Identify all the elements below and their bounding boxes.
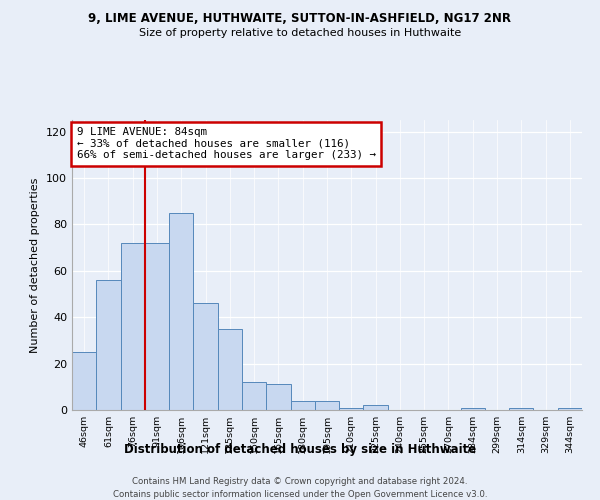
Bar <box>218 329 242 410</box>
Bar <box>121 243 145 410</box>
Bar <box>145 243 169 410</box>
Bar <box>315 400 339 410</box>
Bar <box>339 408 364 410</box>
Bar <box>266 384 290 410</box>
Bar <box>509 408 533 410</box>
Bar <box>558 408 582 410</box>
Bar <box>290 400 315 410</box>
Bar <box>364 406 388 410</box>
Text: Contains public sector information licensed under the Open Government Licence v3: Contains public sector information licen… <box>113 490 487 499</box>
Bar <box>72 352 96 410</box>
Bar <box>96 280 121 410</box>
Text: Size of property relative to detached houses in Huthwaite: Size of property relative to detached ho… <box>139 28 461 38</box>
Text: 9, LIME AVENUE, HUTHWAITE, SUTTON-IN-ASHFIELD, NG17 2NR: 9, LIME AVENUE, HUTHWAITE, SUTTON-IN-ASH… <box>89 12 511 26</box>
Y-axis label: Number of detached properties: Number of detached properties <box>31 178 40 352</box>
Text: Contains HM Land Registry data © Crown copyright and database right 2024.: Contains HM Land Registry data © Crown c… <box>132 478 468 486</box>
Text: Distribution of detached houses by size in Huthwaite: Distribution of detached houses by size … <box>124 442 476 456</box>
Bar <box>193 304 218 410</box>
Text: 9 LIME AVENUE: 84sqm
← 33% of detached houses are smaller (116)
66% of semi-deta: 9 LIME AVENUE: 84sqm ← 33% of detached h… <box>77 127 376 160</box>
Bar <box>169 213 193 410</box>
Bar <box>461 408 485 410</box>
Bar <box>242 382 266 410</box>
